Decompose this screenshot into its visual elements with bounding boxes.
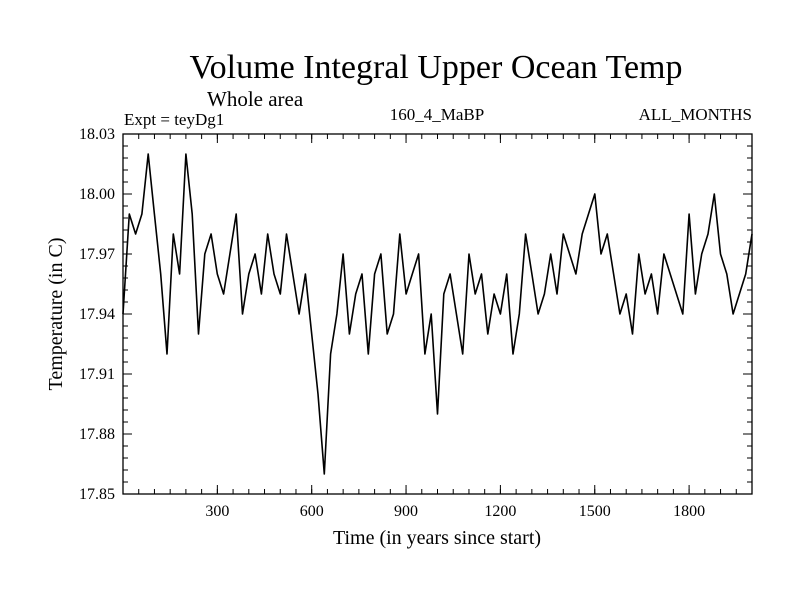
x-tick-label: 300 — [205, 503, 229, 520]
x-axis-ticks: 300 600 900 1200 1500 1800 — [138, 134, 737, 520]
x-tick-label: 1200 — [484, 503, 516, 520]
period-label: 160_4_MaBP — [390, 105, 484, 124]
y-tick-label: 18.00 — [79, 186, 115, 203]
y-tick-label: 17.85 — [79, 486, 115, 503]
series-layer — [122, 153, 753, 475]
chart-subtitle: Whole area — [207, 87, 304, 111]
y-axis-label: Temperature (in C) — [45, 238, 67, 391]
x-tick-label: 600 — [300, 503, 324, 520]
y-tick-label: 17.88 — [79, 426, 115, 443]
y-axis-ticks: 17.85 17.88 17.91 17.94 17.97 18.00 18.03 — [79, 126, 752, 503]
y-tick-label: 17.94 — [79, 306, 115, 323]
series-line — [122, 153, 753, 475]
chart-title: Volume Integral Upper Ocean Temp — [190, 49, 683, 86]
y-tick-label: 17.97 — [79, 246, 115, 263]
x-axis-label: Time (in years since start) — [333, 527, 541, 549]
y-tick-label: 17.91 — [79, 366, 115, 383]
experiment-label: Expt = teyDg1 — [124, 110, 224, 129]
x-tick-label: 900 — [394, 503, 418, 520]
x-tick-label: 1800 — [673, 503, 705, 520]
y-tick-label: 18.03 — [79, 126, 115, 143]
x-tick-label: 1500 — [579, 503, 611, 520]
months-label: ALL_MONTHS — [639, 105, 752, 124]
